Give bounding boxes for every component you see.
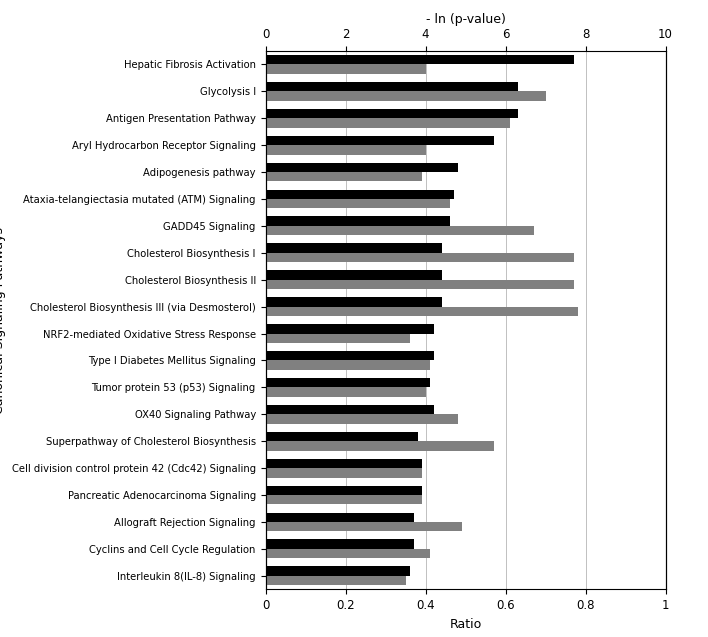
Bar — [266, 55, 573, 64]
Bar — [266, 414, 457, 424]
Bar — [266, 405, 433, 414]
X-axis label: Ratio: Ratio — [450, 617, 481, 631]
Bar — [266, 226, 534, 235]
Bar — [266, 566, 409, 576]
Bar — [266, 270, 442, 280]
Bar — [266, 253, 573, 262]
Bar — [266, 172, 421, 182]
Bar — [266, 576, 406, 585]
Bar — [266, 297, 442, 306]
Bar — [266, 351, 433, 361]
Bar — [266, 82, 518, 91]
Bar — [266, 64, 426, 74]
Bar — [266, 549, 430, 558]
Bar — [266, 199, 450, 208]
Bar — [266, 378, 430, 387]
Bar — [266, 243, 442, 253]
Bar — [266, 513, 413, 522]
X-axis label: - ln (p-value): - ln (p-value) — [426, 13, 506, 25]
Bar — [266, 280, 573, 289]
Bar — [266, 441, 493, 450]
Bar — [266, 468, 421, 478]
Bar — [266, 118, 510, 127]
Bar — [266, 334, 409, 343]
Bar — [266, 136, 493, 145]
Y-axis label: Canonical Signaling Pathways: Canonical Signaling Pathways — [0, 227, 6, 413]
Bar — [266, 162, 457, 172]
Bar — [266, 522, 462, 531]
Bar — [266, 109, 518, 118]
Bar — [266, 387, 426, 397]
Bar — [266, 540, 413, 549]
Bar — [266, 217, 450, 226]
Bar — [266, 432, 418, 441]
Bar — [266, 190, 454, 199]
Bar — [266, 361, 430, 370]
Bar — [266, 485, 421, 495]
Bar — [266, 306, 578, 316]
Bar — [266, 495, 421, 505]
Bar — [266, 91, 545, 101]
Bar — [266, 324, 433, 334]
Bar — [266, 145, 426, 155]
Bar — [266, 459, 421, 468]
